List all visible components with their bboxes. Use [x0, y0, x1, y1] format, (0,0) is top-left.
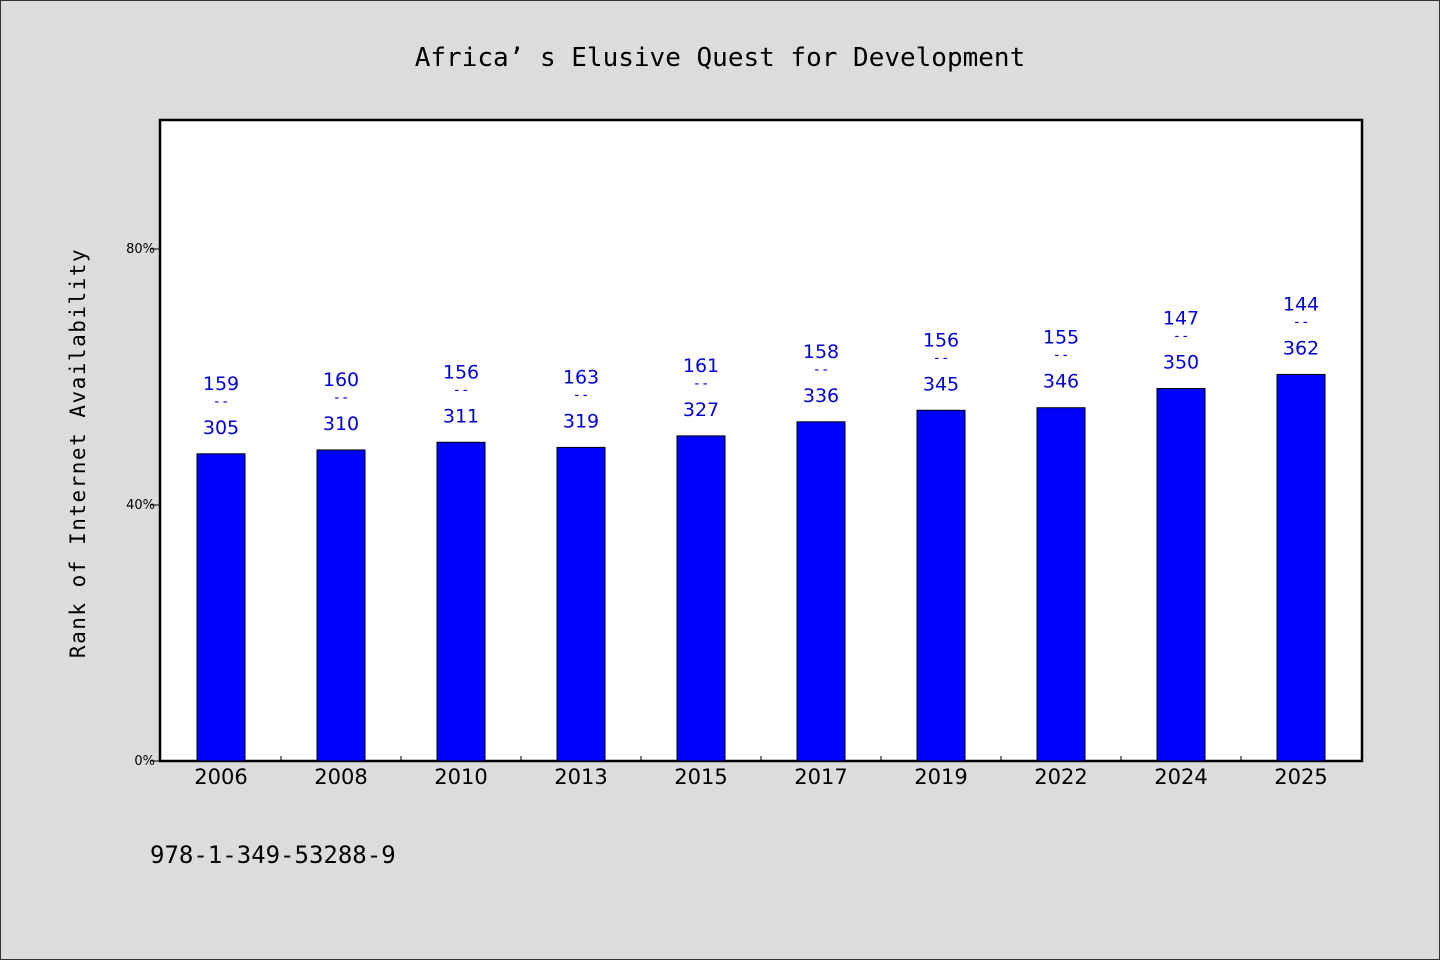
data-label-separator-2013: -- — [573, 387, 590, 403]
data-labels-layer: 159--305160--310156--311163--319161--327… — [203, 293, 1319, 438]
bars-layer — [196, 373, 1326, 762]
data-label-bottom-2024: 350 — [1163, 352, 1199, 374]
y-axis: 0% 40% 80% — [126, 242, 161, 769]
x-tick-label-2013: 2013 — [554, 765, 607, 789]
data-label-bottom-2019: 345 — [923, 373, 959, 395]
x-tick-label-2015: 2015 — [674, 765, 727, 789]
data-label-separator-2010: -- — [453, 382, 470, 398]
data-label-separator-2024: -- — [1173, 329, 1190, 345]
data-label-top-2008: 160 — [323, 369, 359, 391]
data-label-bottom-2017: 336 — [803, 385, 839, 407]
data-label-top-2015: 161 — [683, 355, 719, 377]
data-label-bottom-2006: 305 — [203, 417, 239, 439]
data-label-separator-2025: -- — [1293, 314, 1310, 330]
y-tick-label-80: 80% — [126, 242, 155, 257]
data-label-top-2013: 163 — [563, 366, 599, 388]
data-label-separator-2008: -- — [333, 390, 350, 406]
x-tick-label-2006: 2006 — [194, 765, 247, 789]
data-label-separator-2017: -- — [813, 362, 830, 378]
data-label-bottom-2015: 327 — [683, 399, 719, 421]
bar-2019 — [916, 409, 966, 762]
data-label-separator-2019: -- — [933, 350, 950, 366]
x-tick-label-2025: 2025 — [1274, 765, 1327, 789]
x-tick-label-2010: 2010 — [434, 765, 487, 789]
x-tick-label-2019: 2019 — [914, 765, 967, 789]
bar-2013 — [556, 446, 606, 762]
data-label-bottom-2022: 346 — [1043, 371, 1079, 393]
y-tick-label-0: 0% — [134, 754, 155, 769]
x-tick-label-2024: 2024 — [1154, 765, 1207, 789]
data-label-top-2019: 156 — [923, 329, 959, 351]
bar-2010 — [436, 441, 486, 762]
chart-title: Africa’ s Elusive Quest for Development — [415, 43, 1025, 73]
bar-2017 — [796, 421, 846, 762]
bar-2025 — [1276, 373, 1326, 762]
x-axis: 2006 2008 2010 2013 2015 2017 2019 2022 2024 2025 — [194, 756, 1328, 789]
x-tick-label-2008: 2008 — [314, 765, 367, 789]
bar-2022 — [1036, 407, 1086, 762]
data-label-top-2024: 147 — [1163, 308, 1199, 330]
data-label-top-2006: 159 — [203, 373, 239, 395]
data-label-separator-2022: -- — [1053, 348, 1070, 364]
x-tick-label-2017: 2017 — [794, 765, 847, 789]
data-label-top-2017: 158 — [803, 341, 839, 363]
data-label-top-2025: 144 — [1283, 293, 1319, 315]
bar-2024 — [1156, 388, 1206, 762]
data-label-separator-2006: -- — [213, 394, 230, 410]
y-tick-label-40: 40% — [126, 498, 155, 513]
y-axis-label: Rank of Internet Availability — [66, 248, 90, 658]
data-label-top-2022: 155 — [1043, 327, 1079, 349]
data-label-bottom-2010: 311 — [443, 405, 479, 427]
data-label-top-2010: 156 — [443, 361, 479, 383]
data-label-bottom-2013: 319 — [563, 410, 599, 432]
data-label-bottom-2008: 310 — [323, 413, 359, 435]
bar-2006 — [196, 453, 246, 762]
data-label-separator-2015: -- — [693, 376, 710, 392]
x-tick-label-2022: 2022 — [1034, 765, 1087, 789]
bar-2015 — [676, 435, 726, 762]
data-label-bottom-2025: 362 — [1283, 337, 1319, 359]
bar-2008 — [316, 449, 366, 762]
isbn-note: 978-1-349-53288-9 — [150, 841, 396, 869]
